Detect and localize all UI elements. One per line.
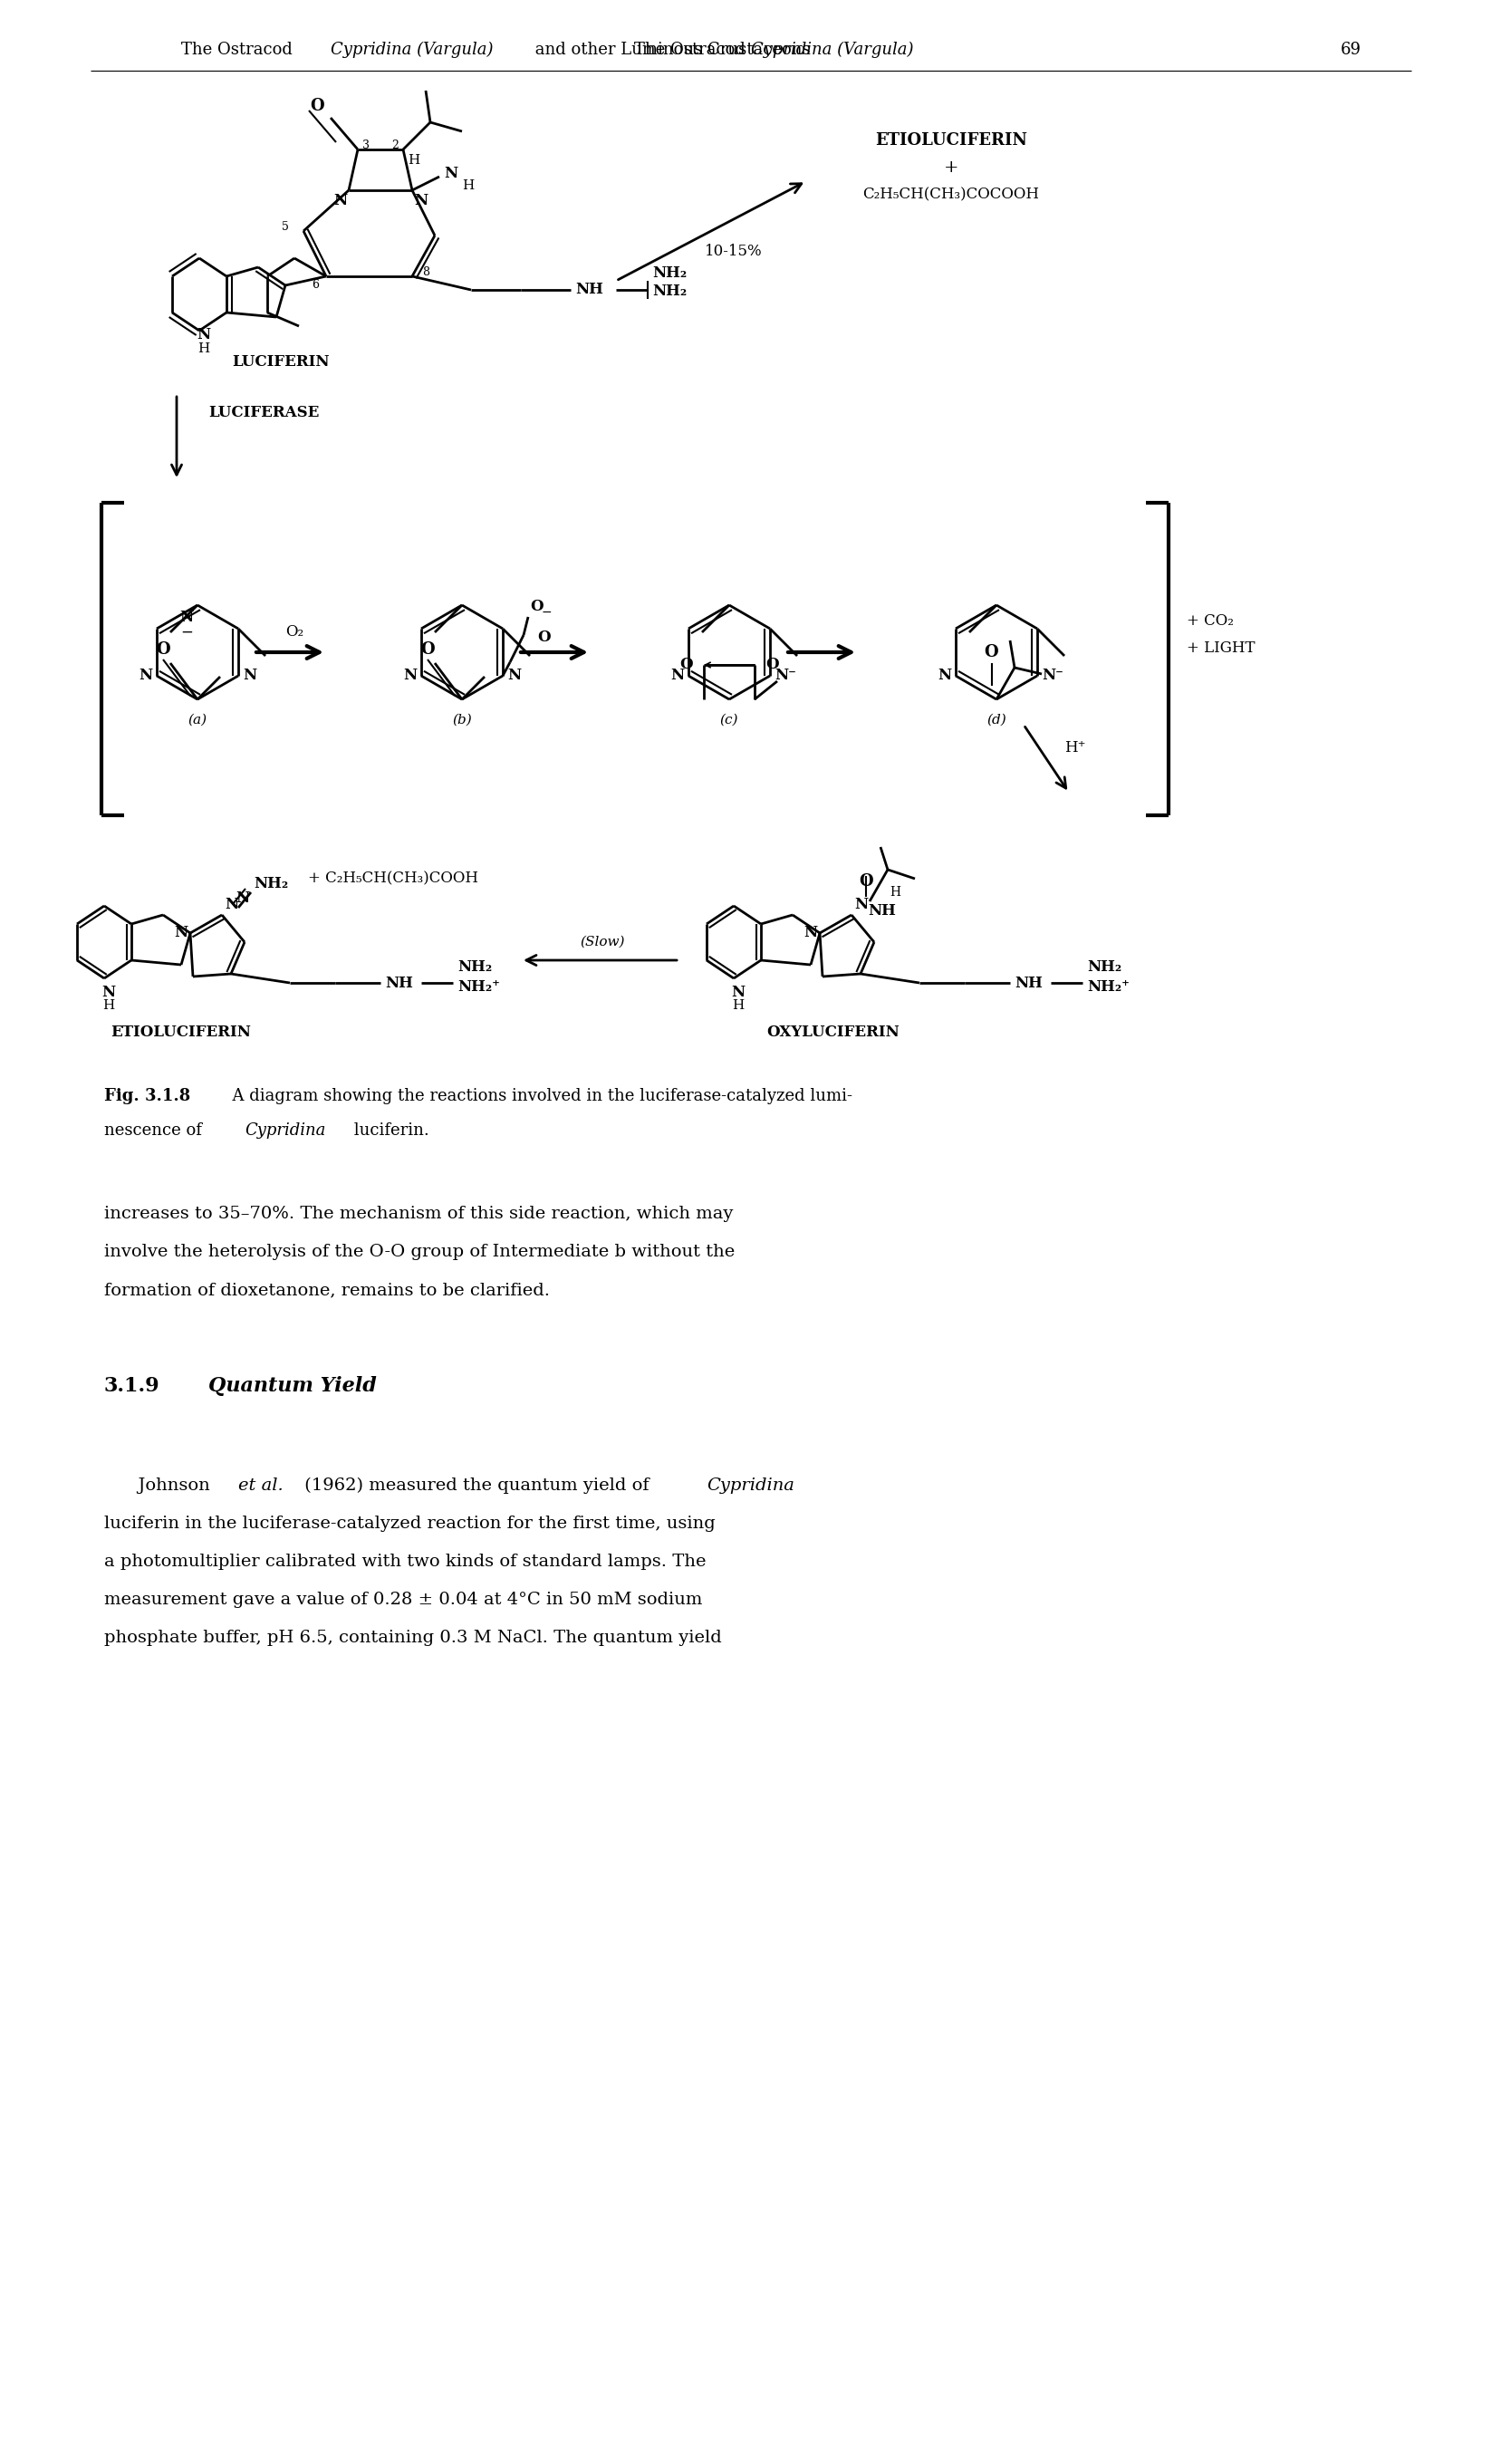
Text: NH: NH — [575, 283, 603, 298]
Text: N: N — [197, 328, 210, 342]
Text: H: H — [889, 887, 901, 899]
Text: +: + — [943, 160, 958, 175]
Text: NH: NH — [1015, 976, 1042, 991]
Text: nescence of: nescence of — [104, 1124, 207, 1138]
Text: 10-15%: 10-15% — [704, 244, 763, 259]
Text: A diagram showing the reactions involved in the luciferase-catalyzed lumi-: A diagram showing the reactions involved… — [222, 1089, 853, 1104]
Text: 5: 5 — [282, 222, 288, 232]
Text: Cypridina (Vargula): Cypridina (Vargula) — [750, 42, 913, 59]
Text: (1962) measured the quantum yield of: (1962) measured the quantum yield of — [299, 1478, 654, 1493]
Text: LUCIFERIN: LUCIFERIN — [233, 355, 329, 370]
Text: luciferin.: luciferin. — [348, 1124, 429, 1138]
Text: formation of dioxetanone, remains to be clarified.: formation of dioxetanone, remains to be … — [104, 1281, 549, 1299]
Text: O: O — [983, 643, 998, 660]
Text: involve the heterolysis of the O-O group of Intermediate b without the: involve the heterolysis of the O-O group… — [104, 1244, 734, 1259]
Text: NH₂: NH₂ — [458, 958, 492, 973]
Text: N: N — [507, 668, 521, 683]
Text: N: N — [402, 668, 416, 683]
Text: Cypridina (Vargula): Cypridina (Vargula) — [330, 42, 492, 59]
Text: N: N — [333, 192, 347, 209]
Text: N: N — [414, 192, 428, 209]
Text: ETIOLUCIFERIN: ETIOLUCIFERIN — [875, 133, 1027, 148]
Text: ETIOLUCIFERIN: ETIOLUCIFERIN — [111, 1025, 251, 1040]
Text: 3: 3 — [362, 138, 369, 150]
Text: NH₂⁺: NH₂⁺ — [458, 981, 500, 995]
Text: a photomultiplier calibrated with two kinds of standard lamps. The: a photomultiplier calibrated with two ki… — [104, 1555, 705, 1570]
Text: NH: NH — [384, 976, 413, 991]
Text: NH: NH — [868, 902, 895, 919]
Text: NH₂: NH₂ — [651, 283, 686, 301]
Text: increases to 35–70%. The mechanism of this side reaction, which may: increases to 35–70%. The mechanism of th… — [104, 1205, 732, 1222]
Text: N: N — [803, 926, 817, 941]
Text: (b): (b) — [452, 715, 471, 727]
Text: + LIGHT: + LIGHT — [1186, 641, 1255, 655]
Text: (Slow): (Slow) — [579, 936, 624, 949]
Text: −: − — [540, 606, 551, 618]
Text: + C₂H₅CH(CH₃)COOH: + C₂H₅CH(CH₃)COOH — [308, 870, 477, 887]
Text: OXYLUCIFERIN: OXYLUCIFERIN — [767, 1025, 899, 1040]
Text: 2: 2 — [392, 138, 398, 150]
Text: and other Luminous Crustaceons: and other Luminous Crustaceons — [530, 42, 811, 59]
Text: H: H — [198, 342, 210, 355]
Text: NH₂⁺: NH₂⁺ — [1087, 981, 1129, 995]
Text: N: N — [179, 609, 192, 626]
Text: H⁺: H⁺ — [1064, 739, 1085, 754]
Text: N: N — [225, 897, 239, 912]
Text: + CO₂: + CO₂ — [1186, 614, 1232, 628]
Text: NH₂: NH₂ — [254, 875, 288, 892]
Text: (a): (a) — [188, 715, 207, 727]
Text: N⁻: N⁻ — [1042, 668, 1063, 683]
Text: O: O — [766, 658, 778, 673]
Text: phosphate buffer, pH 6.5, containing 0.3 M NaCl. The quantum yield: phosphate buffer, pH 6.5, containing 0.3… — [104, 1629, 722, 1646]
Text: (c): (c) — [719, 715, 738, 727]
Text: NH₂: NH₂ — [651, 266, 686, 281]
Text: N: N — [102, 983, 116, 1000]
Text: 69: 69 — [1340, 42, 1361, 59]
Text: −: − — [180, 626, 192, 641]
Text: et al.: et al. — [239, 1478, 284, 1493]
Text: O: O — [309, 99, 324, 113]
Text: N: N — [243, 668, 257, 683]
Text: 6: 6 — [311, 278, 318, 291]
Text: (d): (d) — [986, 715, 1006, 727]
Text: measurement gave a value of 0.28 ± 0.04 at 4°C in 50 mM sodium: measurement gave a value of 0.28 ± 0.04 … — [104, 1592, 702, 1609]
Text: O₂: O₂ — [285, 623, 303, 641]
Text: The Ostracod: The Ostracod — [633, 42, 750, 59]
Text: O: O — [530, 599, 543, 614]
Text: Fig. 3.1.8: Fig. 3.1.8 — [104, 1089, 191, 1104]
Text: N: N — [669, 668, 683, 683]
Text: H: H — [408, 153, 420, 168]
Text: Johnson: Johnson — [104, 1478, 216, 1493]
Text: O: O — [156, 641, 170, 658]
Text: 8: 8 — [422, 266, 429, 278]
Text: Quantum Yield: Quantum Yield — [209, 1375, 377, 1397]
Text: N: N — [854, 897, 868, 912]
Text: Cypridina: Cypridina — [705, 1478, 794, 1493]
Text: O: O — [859, 872, 872, 890]
Text: The Ostracod: The Ostracod — [182, 42, 297, 59]
Text: luciferin in the luciferase-catalyzed reaction for the first time, using: luciferin in the luciferase-catalyzed re… — [104, 1515, 714, 1533]
Text: H: H — [102, 1000, 114, 1013]
Text: N: N — [236, 892, 249, 907]
Text: H: H — [462, 180, 474, 192]
Text: LUCIFERASE: LUCIFERASE — [209, 404, 320, 419]
Text: N: N — [138, 668, 152, 683]
Text: NH₂: NH₂ — [1087, 958, 1121, 973]
Text: 3.1.9: 3.1.9 — [104, 1375, 161, 1397]
Text: O: O — [537, 628, 551, 646]
Text: N⁻: N⁻ — [775, 668, 796, 683]
Text: O: O — [420, 641, 434, 658]
Text: N: N — [937, 668, 950, 683]
Text: C₂H₅CH(CH₃)COCOOH: C₂H₅CH(CH₃)COCOOH — [862, 187, 1039, 202]
Text: N: N — [174, 926, 188, 941]
Text: N: N — [731, 983, 744, 1000]
Text: N: N — [444, 165, 458, 182]
Text: O: O — [680, 658, 692, 673]
Text: H: H — [732, 1000, 744, 1013]
Text: Cypridina: Cypridina — [245, 1124, 326, 1138]
